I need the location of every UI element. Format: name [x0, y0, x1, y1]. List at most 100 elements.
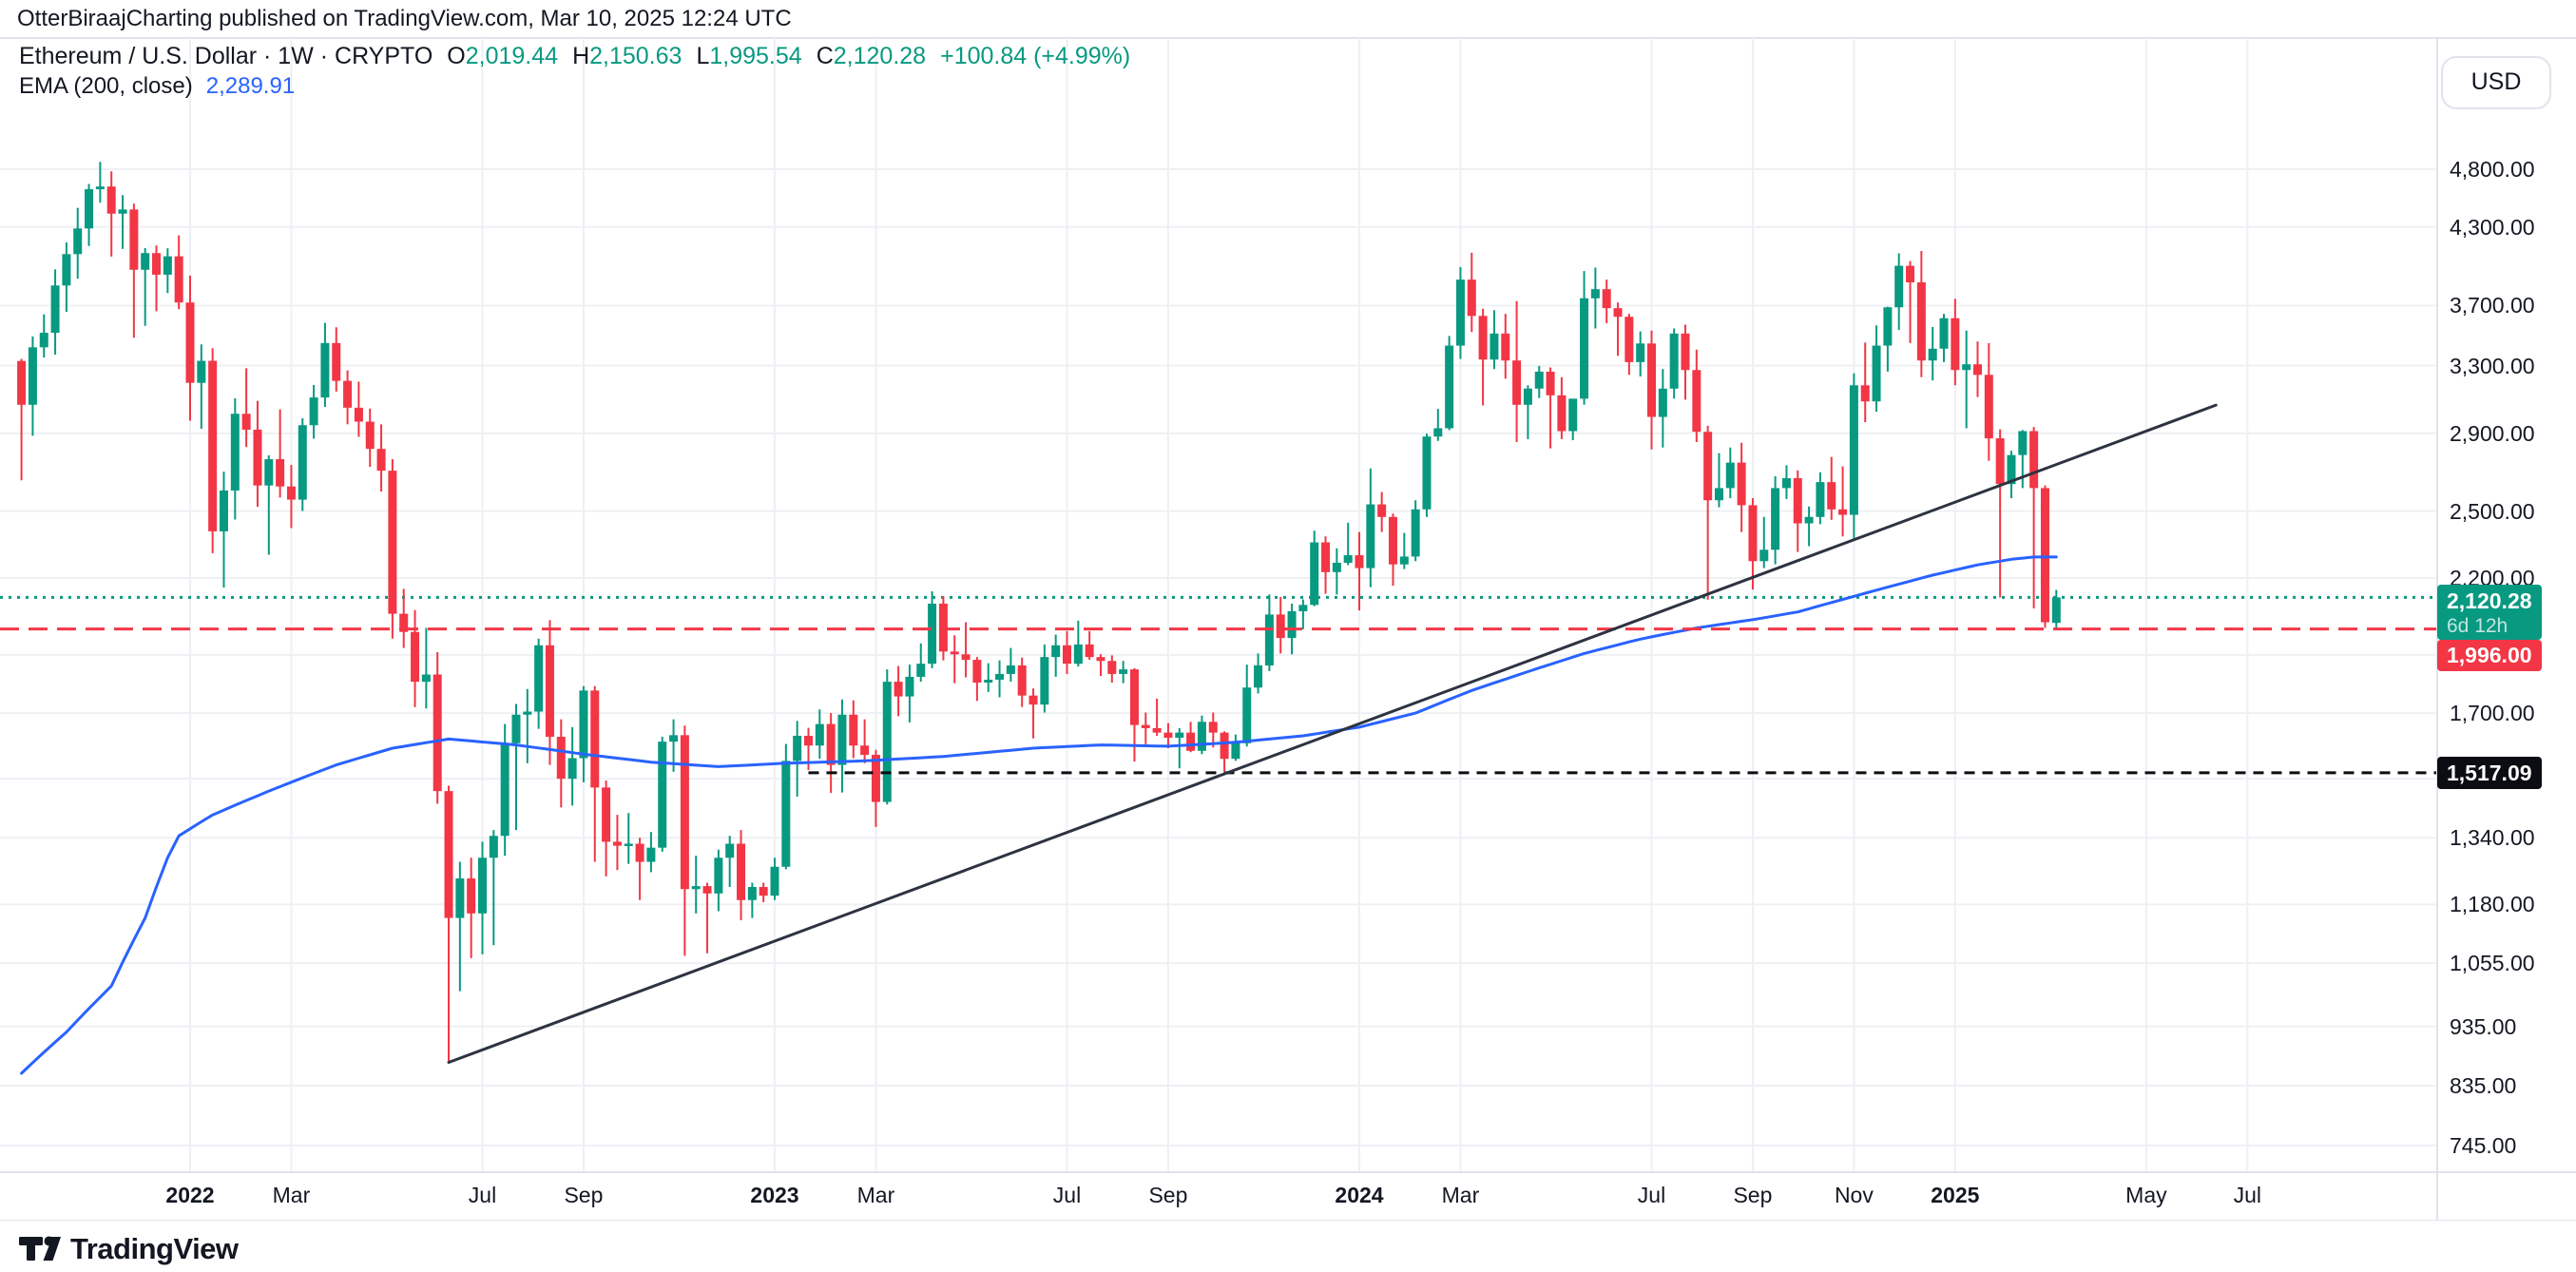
price-tick-label: 4,800.00 — [2450, 157, 2535, 182]
candle-body — [1467, 279, 1476, 317]
bar-countdown: 6d 12h — [2447, 615, 2509, 638]
price-tick-label: 1,340.00 — [2450, 825, 2535, 851]
candle-body — [1287, 610, 1297, 639]
price-tick-label: 4,300.00 — [2450, 214, 2535, 240]
candle-body — [1669, 333, 1679, 389]
candle-body — [1894, 265, 1904, 308]
candle-body — [1152, 727, 1162, 733]
candle-body — [264, 459, 274, 486]
candle-body — [1422, 436, 1432, 510]
price-tick-label: 835.00 — [2450, 1073, 2517, 1098]
candle-body — [1163, 732, 1173, 739]
candle-body — [421, 674, 431, 683]
candle-body — [354, 407, 363, 422]
candle-body — [1399, 556, 1409, 565]
candle-body — [309, 397, 318, 426]
time-tick-label-Mar: Mar — [272, 1183, 311, 1207]
drawings[interactable] — [0, 403, 2436, 1064]
candle-body — [1220, 732, 1229, 760]
candle-body — [2040, 488, 2049, 623]
candle-body — [174, 256, 183, 303]
last-price-value: 2,120.28 — [2447, 588, 2532, 614]
tradingview-logo[interactable]: TradingView — [19, 1232, 239, 1266]
candle-body — [984, 679, 993, 684]
candle-body — [1906, 265, 1915, 282]
candle-body — [1254, 665, 1263, 688]
candle-body — [1490, 333, 1499, 360]
ohlc-C: C2,120.28 — [816, 43, 927, 69]
trendline[interactable] — [447, 403, 2218, 1064]
indicator-legend-row[interactable]: EMA (200, close) 2,289.91 — [19, 71, 1130, 101]
candle-body — [1636, 343, 1645, 362]
candle-body — [1512, 360, 1522, 405]
candle-body — [916, 664, 926, 677]
candle-body — [62, 254, 71, 286]
gridlines — [0, 38, 2436, 1171]
candle-body — [219, 490, 228, 531]
candle-body — [1748, 505, 1758, 562]
candle-body — [905, 676, 914, 697]
candle-body — [1264, 614, 1274, 665]
price-change: +100.84 (+4.99%) — [940, 43, 1131, 69]
candle-body — [444, 791, 453, 918]
candle-body — [1388, 516, 1397, 565]
candle-body — [950, 651, 959, 655]
candle-body — [1141, 724, 1150, 728]
candle-body — [781, 761, 791, 867]
candle-body — [241, 414, 251, 430]
candle-body — [1951, 318, 1960, 371]
candle-body — [411, 631, 420, 683]
candle-body — [1445, 345, 1454, 429]
time-tick-label-Jul: Jul — [468, 1183, 497, 1207]
candle-body — [163, 256, 172, 275]
candle-body — [376, 449, 386, 472]
candle-body — [1028, 695, 1038, 705]
candle-body — [1883, 307, 1893, 346]
time-axis[interactable] — [0, 1173, 2576, 1219]
candle-body — [567, 758, 577, 780]
candle-body — [747, 887, 757, 900]
publisher-bar: OtterBiraajCharting published on Trading… — [0, 0, 2576, 37]
candle-body — [1523, 388, 1532, 405]
time-tick-label-Jul: Jul — [1052, 1183, 1082, 1207]
ohlc-L: L1,995.54 — [696, 43, 802, 69]
candle-body — [2007, 454, 2016, 485]
candle-body — [1793, 477, 1802, 524]
candle-body — [1546, 371, 1555, 395]
candle-body — [1692, 370, 1701, 433]
candle-body — [85, 189, 94, 229]
candle-body — [1928, 348, 1937, 361]
time-tick-label-May: May — [2125, 1183, 2167, 1207]
candle-body — [489, 836, 498, 858]
candle-body — [230, 414, 240, 491]
candle-body — [1085, 644, 1094, 658]
candle-body — [714, 858, 723, 894]
candle-body — [545, 645, 554, 738]
candle-body — [1962, 364, 1971, 371]
candle-body — [1119, 669, 1128, 674]
candle-body — [399, 613, 409, 632]
candle-body — [1321, 542, 1331, 572]
candle-body — [433, 674, 442, 792]
candle-body — [1208, 722, 1218, 733]
candle-body — [1040, 657, 1049, 705]
publisher-text: OtterBiraajCharting published on Trading… — [17, 6, 792, 31]
candle-body — [17, 360, 27, 405]
candle-body — [1063, 645, 1072, 665]
candle-body — [646, 847, 656, 862]
time-tick-label-2025: 2025 — [1931, 1183, 1980, 1207]
candle-body — [1501, 333, 1510, 361]
currency-toggle-button[interactable]: USD — [2441, 56, 2551, 109]
symbol-legend-row[interactable]: Ethereum / U.S. Dollar · 1W · CRYPTO O2,… — [19, 42, 1130, 71]
candle-body — [185, 302, 195, 383]
time-tick-label-Mar: Mar — [856, 1183, 895, 1207]
candle-body — [388, 471, 397, 614]
candle-body — [1872, 345, 1881, 402]
candle-body — [1804, 516, 1814, 524]
candle-body — [500, 742, 509, 837]
candle-body — [1568, 398, 1578, 432]
candle-body — [815, 723, 824, 746]
candle-body — [579, 690, 588, 759]
